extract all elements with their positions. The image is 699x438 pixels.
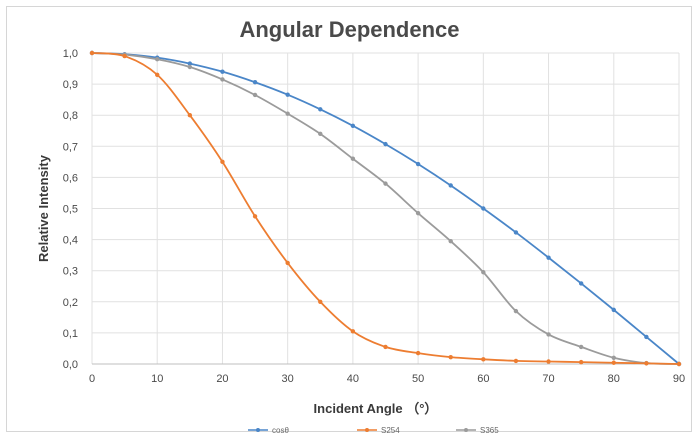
data-point-S365 [546,332,551,337]
x-tick-label: 30 [282,373,294,385]
data-point-S254 [89,50,95,56]
x-axis-label: Incident Angle （°） [314,401,438,416]
data-point-cosθ [644,334,649,340]
data-point-S365 [415,210,421,216]
data-point-S254 [350,329,356,334]
data-point-S365 [383,181,388,186]
data-point-cosθ [546,255,551,260]
legend-label-cosθ: cosθ [272,426,289,435]
data-point-S254 [676,361,682,367]
data-point-S254 [481,357,486,362]
y-tick-label: 0,1 [63,328,78,340]
data-point-S254 [513,358,519,364]
data-point-S254 [220,159,225,165]
data-point-S365 [481,270,486,275]
chart-frame [6,6,692,432]
data-point-S254 [285,260,290,266]
data-point-S254 [122,53,127,59]
data-point-cosθ [415,161,421,167]
y-tick-label: 0,8 [63,110,78,122]
y-tick-label: 0,4 [63,235,78,247]
legend-marker-cosθ [256,428,260,432]
data-point-S254 [155,72,160,77]
legend-marker-S365 [464,428,468,432]
data-point-S254 [383,344,388,350]
x-tick-label: 20 [216,373,228,385]
legend-label-S365: S365 [480,426,499,435]
x-tick-label: 80 [608,373,620,385]
data-point-S365 [155,57,160,62]
data-point-S254 [448,354,453,360]
data-point-S365 [285,111,290,116]
data-point-S365 [578,344,584,350]
data-point-cosθ [350,123,356,128]
data-point-S365 [187,64,193,70]
data-point-S365 [350,156,356,161]
data-point-S254 [644,361,649,366]
data-point-S254 [187,113,193,118]
data-point-S254 [546,359,551,364]
x-tick-label: 10 [151,373,163,385]
data-point-S365 [318,131,323,137]
data-point-S365 [252,92,258,98]
y-tick-label: 0,2 [63,297,78,309]
data-point-cosθ [318,107,323,112]
data-point-S365 [611,355,616,360]
data-point-cosθ [285,92,290,97]
legend-marker-S254 [365,428,369,432]
data-point-S254 [415,350,421,356]
y-tick-label: 0,6 [63,172,78,184]
legend-label-S254: S254 [381,426,400,435]
data-point-cosθ [220,69,225,74]
x-tick-label: 0 [89,373,95,385]
y-tick-label: 0,9 [63,79,78,91]
data-point-S254 [252,214,258,219]
x-tick-label: 70 [542,373,554,385]
data-point-S365 [220,77,225,82]
y-tick-label: 0,7 [63,141,78,153]
y-tick-label: 0,0 [63,359,78,371]
data-point-cosθ [187,61,193,66]
data-point-cosθ [383,141,388,147]
y-tick-label: 0,3 [63,266,78,278]
data-point-S365 [513,308,519,314]
data-point-cosθ [578,281,584,286]
data-point-cosθ [611,307,616,313]
data-point-cosθ [252,80,258,85]
x-tick-label: 50 [412,373,424,385]
data-point-S365 [448,238,453,244]
x-tick-label: 40 [347,373,359,385]
y-tick-label: 1,0 [63,48,78,60]
data-point-cosθ [448,183,453,188]
data-point-S254 [611,360,616,365]
x-tick-label: 60 [477,373,489,385]
data-point-cosθ [513,230,519,235]
data-point-cosθ [481,206,486,211]
y-axis-label: Relative Intensity [36,154,51,262]
x-tick-label: 90 [673,373,685,385]
chart-title: Angular Dependence [239,17,460,42]
data-point-S254 [578,359,584,365]
data-point-S254 [318,299,323,304]
y-tick-label: 0,5 [63,204,78,216]
